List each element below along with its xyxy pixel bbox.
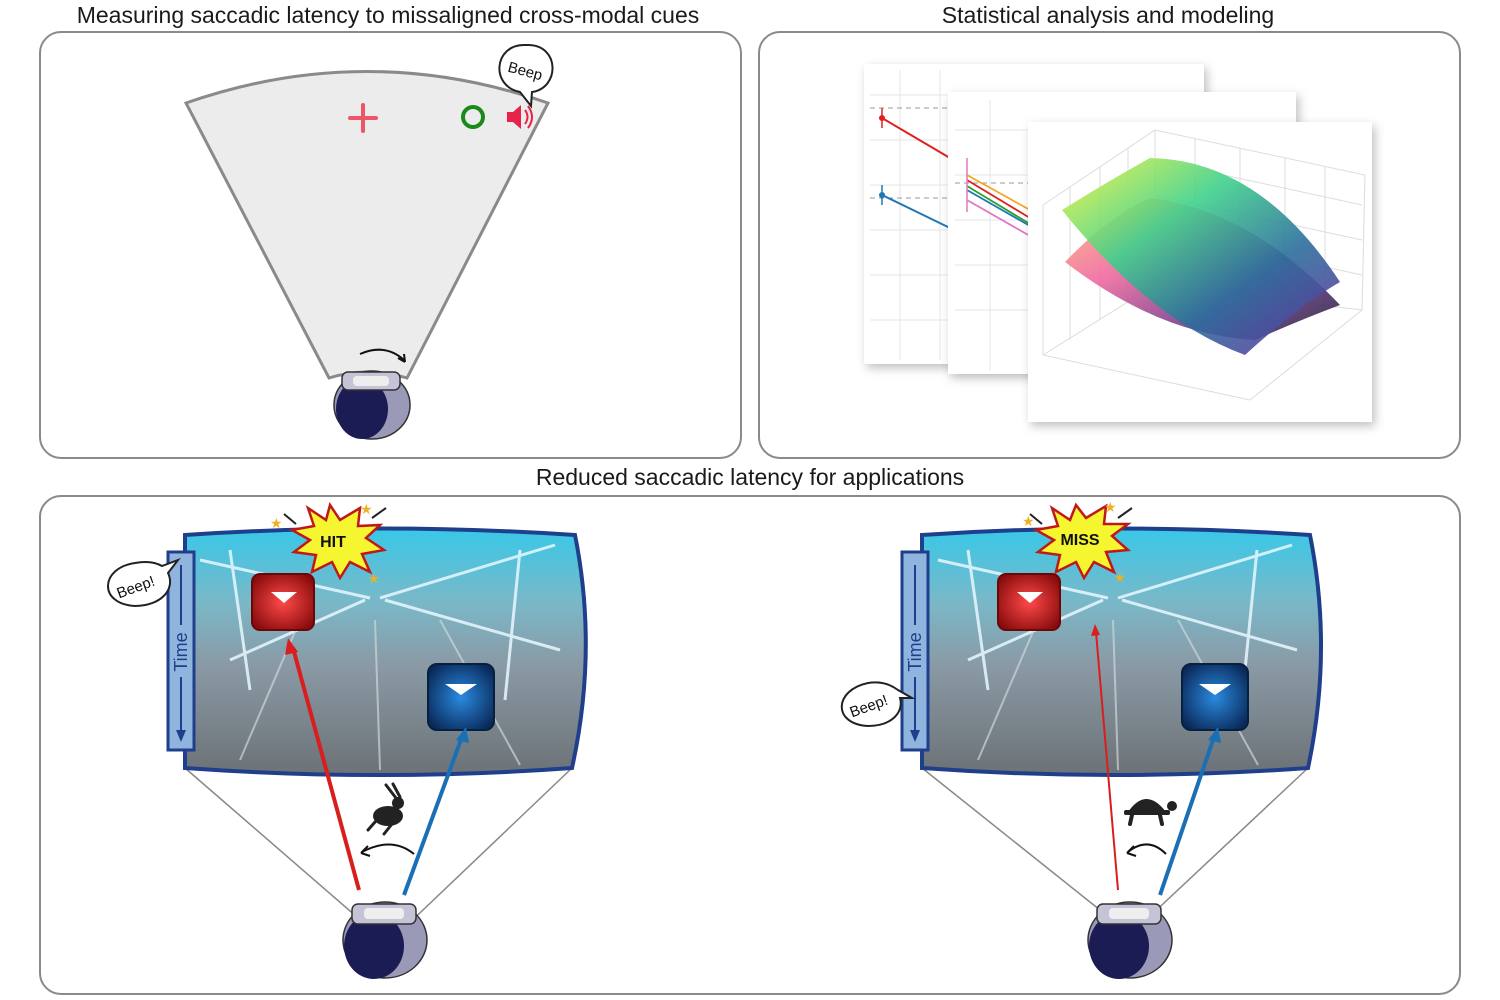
applications-panel-title: Reduced saccadic latency for application… xyxy=(535,464,965,490)
svg-text:★: ★ xyxy=(1022,513,1035,529)
model-surface-upper xyxy=(1062,158,1340,355)
hit-burst-label: HIT xyxy=(320,534,346,551)
turtle-icon xyxy=(1124,799,1177,826)
svg-text:★: ★ xyxy=(1104,499,1117,515)
hit-time-label: Time xyxy=(171,632,191,671)
surface-plot-card xyxy=(1028,122,1372,422)
hit-beep-bubble: Beep! xyxy=(107,557,181,608)
svg-text:★: ★ xyxy=(1114,570,1126,585)
miss-game-scene xyxy=(920,526,1323,777)
blue-target-block xyxy=(427,663,495,731)
measuring-panel-title: Measuring saccadic latency to missaligne… xyxy=(76,2,700,28)
rabbit-icon xyxy=(366,782,404,836)
hit-rotation-arrow-icon xyxy=(361,843,415,855)
speaker-icon xyxy=(507,105,533,129)
svg-text:★: ★ xyxy=(360,501,373,517)
miss-blue-gaze-arrow xyxy=(1158,727,1221,896)
blue-gaze-arrow xyxy=(402,727,469,896)
visual-target-ring-icon xyxy=(461,105,485,129)
red-target-block xyxy=(251,573,315,631)
hit-burst: HIT ★ ★ ★ xyxy=(270,501,388,586)
miss-burst-label: MISS xyxy=(1060,532,1099,549)
red-gaze-arrow xyxy=(285,638,361,891)
beep-speech-bubble: Beep xyxy=(498,44,554,109)
svg-text:★: ★ xyxy=(368,571,380,586)
hit-timeline-bar: Time xyxy=(166,550,196,752)
hit-user-head-icon xyxy=(342,901,428,979)
miss-red-target-block xyxy=(997,573,1061,631)
miss-user-head-icon xyxy=(1087,901,1173,979)
miss-beep-bubble: Beep! xyxy=(840,681,916,728)
fixation-cross-icon xyxy=(348,103,378,133)
miss-time-label: Time xyxy=(905,632,925,671)
svg-text:★: ★ xyxy=(270,515,283,531)
miss-burst: MISS ★ ★ ★ xyxy=(1022,499,1133,585)
miss-red-gaze-arrow xyxy=(1091,624,1119,891)
analysis-panel-title: Statistical analysis and modeling xyxy=(941,2,1275,28)
head-rotation-arrow-icon xyxy=(359,348,405,361)
miss-timeline-bar: Time xyxy=(900,550,930,752)
user-head-icon xyxy=(333,370,411,440)
miss-blue-target-block xyxy=(1181,663,1249,731)
